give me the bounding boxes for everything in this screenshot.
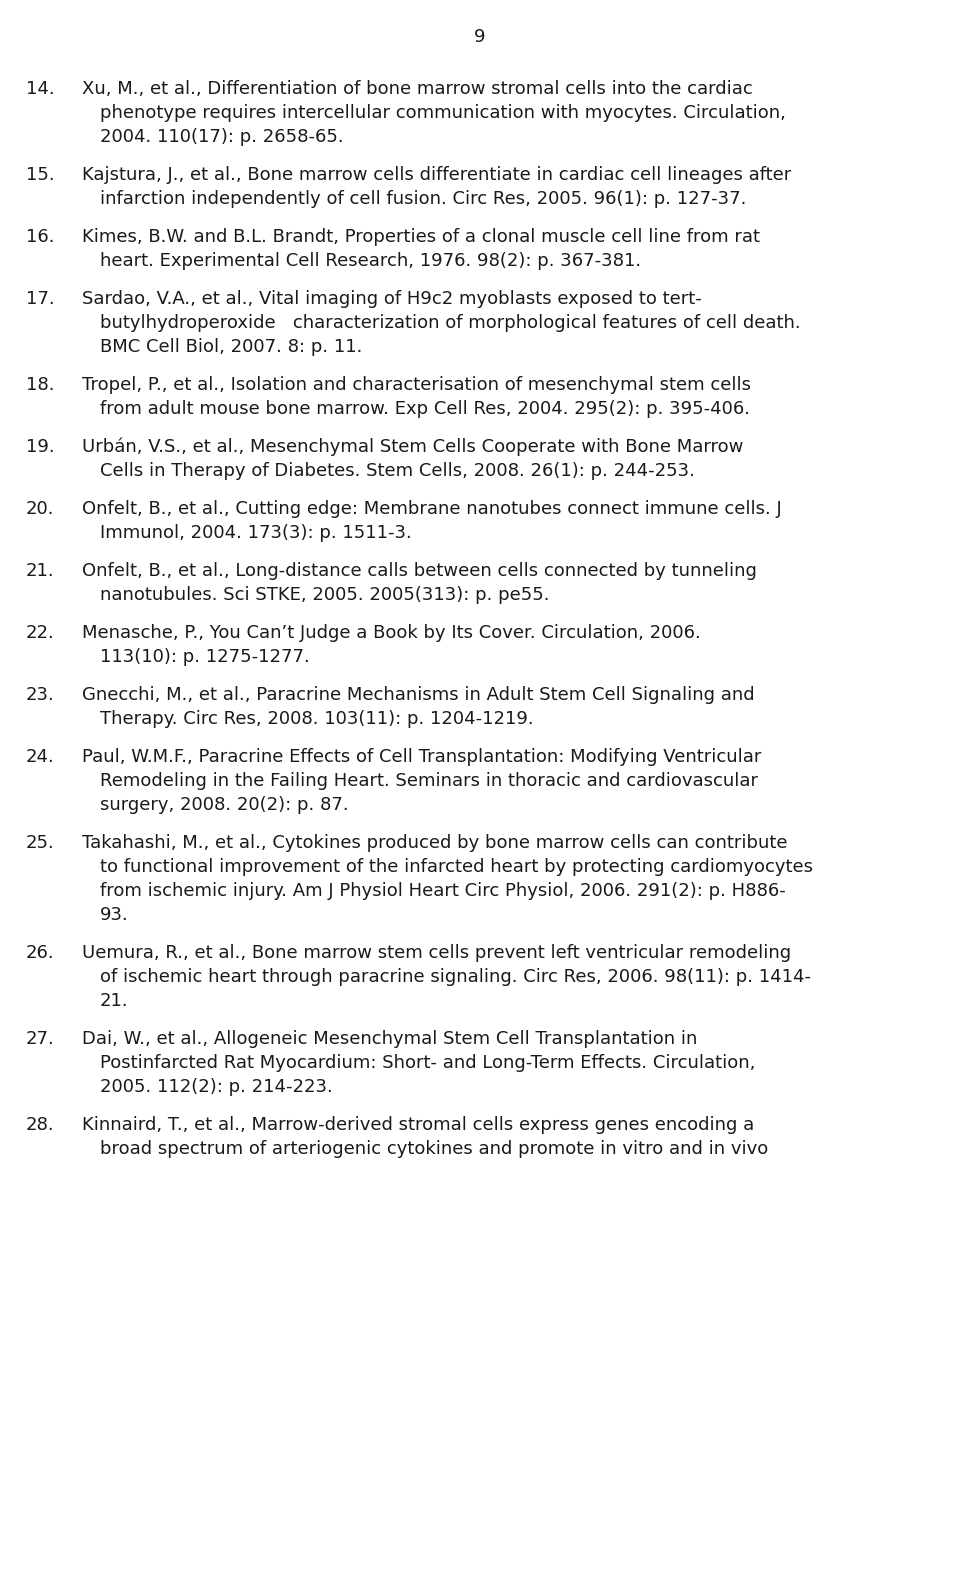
Text: 14.: 14. <box>26 80 55 98</box>
Text: 2004. 110(17): p. 2658-65.: 2004. 110(17): p. 2658-65. <box>100 127 344 146</box>
Text: Kinnaird, T., et al., Marrow-derived stromal cells express genes encoding a: Kinnaird, T., et al., Marrow-derived str… <box>82 1115 755 1134</box>
Text: Sardao, V.A., et al., Vital imaging of H9c2 myoblasts exposed to tert-: Sardao, V.A., et al., Vital imaging of H… <box>82 289 702 308</box>
Text: butylhydroperoxide   characterization of morphological features of cell death.: butylhydroperoxide characterization of m… <box>100 315 801 332</box>
Text: phenotype requires intercellular communication with myocytes. Circulation,: phenotype requires intercellular communi… <box>100 104 786 123</box>
Text: 21.: 21. <box>100 993 129 1010</box>
Text: Uemura, R., et al., Bone marrow stem cells prevent left ventricular remodeling: Uemura, R., et al., Bone marrow stem cel… <box>82 944 791 963</box>
Text: 113(10): p. 1275-1277.: 113(10): p. 1275-1277. <box>100 648 310 665</box>
Text: 18.: 18. <box>26 376 55 393</box>
Text: nanotubules. Sci STKE, 2005. 2005(313): p. pe55.: nanotubules. Sci STKE, 2005. 2005(313): … <box>100 587 549 604</box>
Text: 28.: 28. <box>26 1115 55 1134</box>
Text: Remodeling in the Failing Heart. Seminars in thoracic and cardiovascular: Remodeling in the Failing Heart. Seminar… <box>100 772 758 790</box>
Text: of ischemic heart through paracrine signaling. Circ Res, 2006. 98(11): p. 1414-: of ischemic heart through paracrine sign… <box>100 967 811 986</box>
Text: Onfelt, B., et al., Long-distance calls between cells connected by tunneling: Onfelt, B., et al., Long-distance calls … <box>82 562 756 580</box>
Text: from adult mouse bone marrow. Exp Cell Res, 2004. 295(2): p. 395-406.: from adult mouse bone marrow. Exp Cell R… <box>100 400 750 418</box>
Text: broad spectrum of arteriogenic cytokines and promote in vitro and in vivo: broad spectrum of arteriogenic cytokines… <box>100 1140 768 1158</box>
Text: 24.: 24. <box>26 749 55 766</box>
Text: Postinfarcted Rat Myocardium: Short- and Long-Term Effects. Circulation,: Postinfarcted Rat Myocardium: Short- and… <box>100 1054 756 1073</box>
Text: Kajstura, J., et al., Bone marrow cells differentiate in cardiac cell lineages a: Kajstura, J., et al., Bone marrow cells … <box>82 167 791 184</box>
Text: surgery, 2008. 20(2): p. 87.: surgery, 2008. 20(2): p. 87. <box>100 796 348 813</box>
Text: Urbán, V.S., et al., Mesenchymal Stem Cells Cooperate with Bone Marrow: Urbán, V.S., et al., Mesenchymal Stem Ce… <box>82 437 743 456</box>
Text: Gnecchi, M., et al., Paracrine Mechanisms in Adult Stem Cell Signaling and: Gnecchi, M., et al., Paracrine Mechanism… <box>82 686 755 705</box>
Text: Dai, W., et al., Allogeneic Mesenchymal Stem Cell Transplantation in: Dai, W., et al., Allogeneic Mesenchymal … <box>82 1030 697 1048</box>
Text: infarction independently of cell fusion. Circ Res, 2005. 96(1): p. 127-37.: infarction independently of cell fusion.… <box>100 190 746 208</box>
Text: heart. Experimental Cell Research, 1976. 98(2): p. 367-381.: heart. Experimental Cell Research, 1976.… <box>100 252 641 271</box>
Text: 16.: 16. <box>26 228 55 245</box>
Text: 15.: 15. <box>26 167 55 184</box>
Text: Therapy. Circ Res, 2008. 103(11): p. 1204-1219.: Therapy. Circ Res, 2008. 103(11): p. 120… <box>100 709 534 728</box>
Text: Xu, M., et al., Differentiation of bone marrow stromal cells into the cardiac: Xu, M., et al., Differentiation of bone … <box>82 80 753 98</box>
Text: 25.: 25. <box>26 834 55 853</box>
Text: 9: 9 <box>474 28 486 46</box>
Text: 20.: 20. <box>26 500 55 518</box>
Text: Takahashi, M., et al., Cytokines produced by bone marrow cells can contribute: Takahashi, M., et al., Cytokines produce… <box>82 834 787 853</box>
Text: 21.: 21. <box>26 562 55 580</box>
Text: 23.: 23. <box>26 686 55 705</box>
Text: to functional improvement of the infarcted heart by protecting cardiomyocytes: to functional improvement of the infarct… <box>100 857 813 876</box>
Text: Paul, W.M.F., Paracrine Effects of Cell Transplantation: Modifying Ventricular: Paul, W.M.F., Paracrine Effects of Cell … <box>82 749 761 766</box>
Text: from ischemic injury. Am J Physiol Heart Circ Physiol, 2006. 291(2): p. H886-: from ischemic injury. Am J Physiol Heart… <box>100 882 785 900</box>
Text: 26.: 26. <box>26 944 55 963</box>
Text: 19.: 19. <box>26 437 55 456</box>
Text: Menasche, P., You Can’t Judge a Book by Its Cover. Circulation, 2006.: Menasche, P., You Can’t Judge a Book by … <box>82 624 701 642</box>
Text: BMC Cell Biol, 2007. 8: p. 11.: BMC Cell Biol, 2007. 8: p. 11. <box>100 338 362 355</box>
Text: Immunol, 2004. 173(3): p. 1511-3.: Immunol, 2004. 173(3): p. 1511-3. <box>100 524 412 543</box>
Text: Cells in Therapy of Diabetes. Stem Cells, 2008. 26(1): p. 244-253.: Cells in Therapy of Diabetes. Stem Cells… <box>100 462 695 480</box>
Text: 93.: 93. <box>100 906 129 923</box>
Text: Onfelt, B., et al., Cutting edge: Membrane nanotubes connect immune cells. J: Onfelt, B., et al., Cutting edge: Membra… <box>82 500 781 518</box>
Text: 22.: 22. <box>26 624 55 642</box>
Text: 2005. 112(2): p. 214-223.: 2005. 112(2): p. 214-223. <box>100 1078 333 1096</box>
Text: 17.: 17. <box>26 289 55 308</box>
Text: Kimes, B.W. and B.L. Brandt, Properties of a clonal muscle cell line from rat: Kimes, B.W. and B.L. Brandt, Properties … <box>82 228 760 245</box>
Text: 27.: 27. <box>26 1030 55 1048</box>
Text: Tropel, P., et al., Isolation and characterisation of mesenchymal stem cells: Tropel, P., et al., Isolation and charac… <box>82 376 751 393</box>
